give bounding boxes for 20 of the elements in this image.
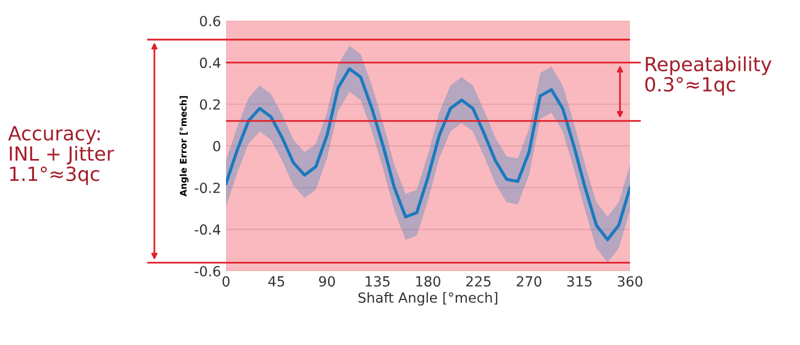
x-tick-label: 0: [222, 276, 230, 287]
x-tick-label: 135: [366, 276, 390, 287]
y-tick-label: 0: [213, 140, 220, 152]
x-tick-label: 360: [618, 276, 642, 287]
x-tick-label: 270: [516, 276, 542, 287]
x-tick-label: 45: [268, 276, 284, 287]
x-tick-label: 180: [416, 276, 440, 287]
text: Accuracy: INL + Jitter 1.1°≈3qc: [8, 126, 114, 185]
x-tick-label: 90: [319, 276, 335, 287]
text: Repeatability 0.3°≈1qc: [645, 56, 772, 96]
y-tick-label: 0.6: [200, 16, 220, 26]
y-tick-label: 0.2: [200, 99, 220, 110]
y-tick-label: 0.4: [200, 58, 220, 68]
y-axis-title: Angle Error [°mech]: [180, 96, 188, 196]
y-tick-label: -0.4: [194, 224, 220, 235]
y-tick-label: -0.2: [194, 182, 220, 194]
x-axis-title: Shaft Angle [°mech]: [358, 292, 498, 306]
x-tick-label: 225: [466, 276, 491, 287]
x-tick-label: 315: [567, 276, 592, 287]
y-tick-label: -0.6: [194, 266, 220, 276]
